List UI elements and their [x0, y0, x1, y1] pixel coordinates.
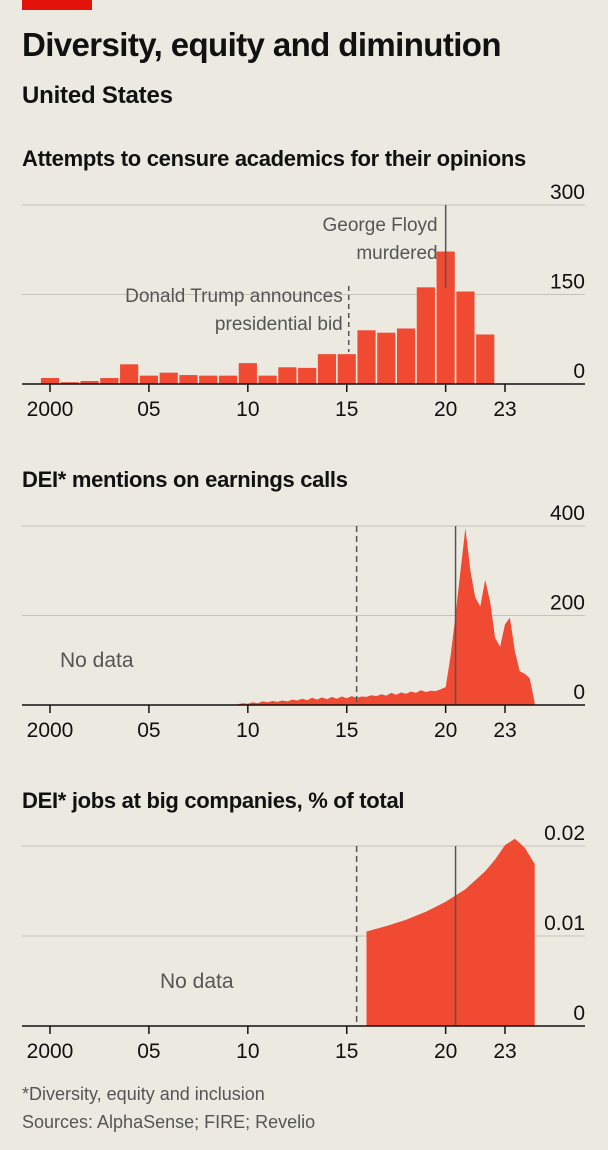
- x-tick-label: 10: [236, 398, 259, 421]
- bar-2013: [298, 367, 317, 384]
- annotation-trump-line2: presidential bid: [215, 314, 343, 335]
- footnote-sources: Sources: AlphaSense; FIRE; Revelio: [22, 1112, 316, 1132]
- x-tick-label: 15: [335, 398, 358, 421]
- x-tick-label: 05: [137, 1040, 160, 1063]
- bar-2007: [179, 375, 198, 384]
- y-tick-label: 400: [550, 502, 585, 525]
- panel-title-dei-jobs: DEI* jobs at big companies, % of total: [22, 788, 405, 813]
- x-tick-label: 05: [137, 398, 160, 421]
- bar-2001: [60, 382, 79, 384]
- bar-2011: [258, 375, 277, 384]
- x-tick-label: 20: [434, 719, 457, 742]
- x-tick-label: 15: [335, 1040, 358, 1063]
- x-tick-label: 2000: [27, 398, 74, 421]
- no-data-label: No data: [60, 649, 134, 672]
- panel-title-censure: Attempts to censure academics for their …: [22, 146, 526, 171]
- x-tick-label: 20: [434, 1040, 457, 1063]
- bar-2004: [120, 364, 139, 384]
- x-tick-label: 05: [137, 719, 160, 742]
- x-tick-label: 10: [236, 1040, 259, 1063]
- bar-2018: [396, 328, 416, 384]
- bar-2003: [100, 378, 119, 384]
- bar-2014: [317, 354, 337, 384]
- y-tick-label: 0: [573, 681, 585, 704]
- y-tick-label: 0: [573, 360, 585, 383]
- y-tick-label: 0.02: [544, 822, 585, 845]
- y-tick-label: 150: [550, 271, 585, 294]
- area-series: [366, 838, 535, 1026]
- x-tick-label: 2000: [27, 719, 74, 742]
- x-tick-label: 10: [236, 719, 259, 742]
- page-title: Diversity, equity and diminution: [22, 26, 502, 63]
- chart-dei-jobs: 0.02 0.01 0 No data 2000 05 10 15 20 23: [22, 822, 585, 1063]
- area-series: [237, 528, 535, 705]
- bar-2017: [377, 332, 396, 384]
- brand-red-tag: [22, 0, 92, 10]
- bar-2005: [139, 375, 159, 384]
- no-data-label: No data: [160, 970, 234, 993]
- bar-2009: [218, 375, 238, 384]
- x-tick-label: 23: [493, 1040, 516, 1063]
- bar-2010: [238, 363, 257, 384]
- x-tick-label: 15: [335, 719, 358, 742]
- chart-censure-attempts: 300 150 0 Donald Trump announces presidentia…: [22, 181, 585, 421]
- bar-2022: [476, 334, 495, 384]
- x-tick-label: 2000: [27, 1040, 74, 1063]
- page-subtitle: United States: [22, 82, 173, 109]
- bar-2006: [159, 372, 178, 384]
- annotation-floyd-line2: murdered: [356, 243, 437, 264]
- bar-2016: [357, 330, 376, 384]
- bar-2021: [456, 291, 475, 384]
- bar-2002: [80, 381, 99, 384]
- bar-2012: [278, 367, 297, 384]
- x-tick-label: 23: [493, 719, 516, 742]
- bar-2008: [199, 375, 218, 384]
- y-tick-label: 0: [573, 1002, 585, 1025]
- y-tick-label: 300: [550, 181, 585, 204]
- annotation-trump-line1: Donald Trump announces: [125, 286, 343, 307]
- bar-2000: [40, 378, 60, 384]
- footnote-definition: *Diversity, equity and inclusion: [22, 1084, 265, 1104]
- x-tick-label: 23: [493, 398, 516, 421]
- bar-2015: [337, 354, 356, 384]
- y-tick-label: 200: [550, 592, 585, 615]
- annotation-floyd-line1: George Floyd: [323, 215, 438, 236]
- panel-title-earnings-calls: DEI* mentions on earnings calls: [22, 467, 348, 492]
- bar-2020: [436, 251, 455, 384]
- x-tick-label: 20: [434, 398, 457, 421]
- bar-2019: [416, 287, 435, 384]
- y-tick-label: 0.01: [544, 912, 585, 935]
